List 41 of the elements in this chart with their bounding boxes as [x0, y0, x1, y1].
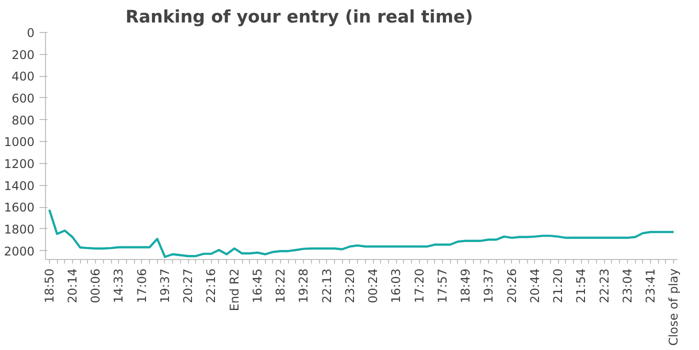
x-tick-label: 17:20: [412, 268, 426, 304]
y-tick-label: 0: [26, 26, 35, 40]
x-tick-label: 19:37: [158, 268, 172, 304]
x-tick-label: Close of play: [666, 268, 681, 346]
x-tick-label: 20:44: [528, 268, 542, 304]
y-tick-label: 200: [12, 48, 34, 62]
x-tick-label: 17:57: [435, 268, 450, 304]
x-tick-label: 20:14: [65, 268, 80, 304]
x-tick-label: 17:06: [134, 268, 149, 304]
y-tick-label: 600: [12, 91, 34, 106]
y-tick-label: 1800: [4, 222, 35, 236]
x-tick-label: 21:20: [551, 268, 566, 304]
x-tick-label: 00:24: [366, 268, 380, 304]
x-tick-label: End R2: [227, 268, 242, 312]
x-tick-label: 19:28: [296, 268, 311, 304]
x-tick-label: 21:54: [574, 268, 588, 304]
y-tick-label: 800: [12, 113, 34, 128]
x-tick-label: 23:41: [644, 268, 658, 304]
x-tick-label: 22:13: [320, 268, 334, 304]
x-tick-label: 20:27: [181, 268, 196, 304]
x-tick-label: 18:22: [274, 268, 288, 304]
x-tick-label: 22:16: [204, 268, 218, 304]
x-tick-label: 18:49: [458, 268, 473, 304]
x-tick-label: 16:45: [250, 268, 264, 304]
x-tick-label: 14:33: [112, 268, 126, 304]
y-tick-label: 1600: [4, 200, 35, 215]
y-tick-label: 400: [12, 70, 34, 84]
y-tick-label: 1200: [4, 156, 35, 171]
x-tick-label: 22:23: [597, 268, 612, 304]
x-tick-label: 23:20: [342, 268, 357, 304]
y-tick-label: 2000: [4, 244, 35, 258]
chart-title: Ranking of your entry (in real time): [126, 8, 474, 28]
y-tick-label: 1000: [4, 135, 35, 150]
x-tick-label: 18:50: [42, 268, 56, 304]
x-tick-label: 00:06: [88, 268, 103, 304]
line-series: [48, 208, 675, 258]
x-tick-label: 19:37: [482, 268, 496, 304]
x-tick-label: 16:03: [389, 268, 404, 304]
x-tick-label: 20:26: [504, 268, 519, 304]
x-tick-label: 23:04: [620, 268, 634, 304]
y-tick-label: 1400: [4, 178, 35, 193]
